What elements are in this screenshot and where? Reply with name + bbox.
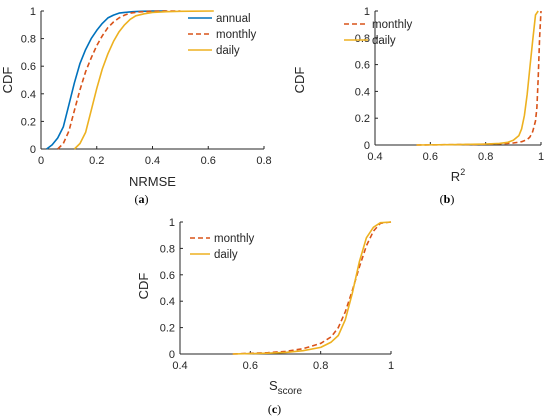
legend: annual monthly daily (188, 13, 257, 57)
y-axis-label: CDF (0, 67, 15, 94)
x-tick-label: 0.8 (478, 151, 493, 163)
y-axis-label: CDF (136, 273, 151, 300)
y-tick-label: 0.6 (21, 61, 36, 73)
series-line-monthly (57, 10, 181, 150)
y-tick-label: 0 (364, 140, 370, 152)
x-tick-label: 0.6 (423, 151, 438, 163)
x-tick-label: 0 (38, 155, 44, 167)
x-tick-label: 0.6 (243, 360, 258, 372)
y-tick-label: 1 (364, 6, 370, 18)
y-tick-label: 1 (30, 6, 36, 18)
panel-caption: (a) (135, 192, 149, 206)
x-tick-label: 0.8 (313, 360, 328, 372)
x-tick-label: 1 (538, 151, 544, 163)
series-line-monthly (416, 10, 542, 146)
x-tick-label: 0.6 (201, 155, 216, 167)
x-axis-label: Sscore (269, 378, 303, 397)
panel-c: 0.4 0.6 0.8 1 0 0.2 0.4 0.6 0.8 1 CDF Sscore (c) mont… (136, 217, 394, 416)
x-axis-label: NRMSE (129, 174, 176, 189)
x-tick-label: 0.2 (89, 155, 104, 167)
panel-b: 0.4 0.6 0.8 1 0 0.2 0.4 0.6 0.8 1 CDF R2 (b) monthly d… (292, 6, 544, 206)
y-axis-label: CDF (292, 67, 307, 94)
x-tick-label: 0.4 (367, 151, 382, 163)
legend-label: daily (216, 45, 240, 57)
legend-label: monthly (214, 233, 255, 245)
series-line-daily (73, 10, 214, 150)
series-line-annual (46, 10, 167, 150)
x-axis-label: R2 (451, 167, 465, 184)
y-tick-label: 0.8 (21, 34, 36, 46)
panel-caption: (c) (268, 402, 281, 416)
legend: monthly daily (190, 233, 255, 261)
legend-label: annual (216, 13, 251, 25)
y-tick-label: 0.2 (160, 323, 175, 335)
y-tick-label: 0.4 (160, 296, 175, 308)
x-tick-label: 0.8 (256, 155, 271, 167)
y-tick-label: 0.8 (160, 243, 175, 255)
y-tick-label: 0.2 (355, 113, 370, 125)
x-tick-label: 0.4 (172, 360, 187, 372)
legend-label: monthly (372, 19, 413, 31)
legend-label: monthly (216, 29, 257, 41)
series-line-daily (416, 10, 539, 146)
series-line-monthly (232, 221, 392, 355)
y-tick-label: 0.4 (355, 86, 370, 98)
legend-label: daily (372, 35, 396, 47)
y-tick-label: 0 (169, 349, 175, 361)
y-tick-label: 0.8 (355, 33, 370, 45)
x-tick-label: 0.4 (145, 155, 160, 167)
y-tick-label: 0 (30, 144, 36, 156)
panel-caption: (b) (440, 192, 455, 206)
y-tick-label: 1 (169, 217, 175, 229)
y-tick-label: 0.4 (21, 89, 36, 101)
y-tick-label: 0.6 (355, 60, 370, 72)
legend-label: daily (214, 249, 238, 261)
x-tick-label: 1 (388, 360, 394, 372)
series-line-daily (232, 221, 392, 355)
legend: monthly daily (344, 19, 413, 47)
panel-a: 0 0.2 0.4 0.6 0.8 0 0.2 0.4 0.6 0.8 1 CDF NRMSE (a) an… (0, 6, 272, 206)
y-tick-label: 0.6 (160, 270, 175, 282)
y-tick-label: 0.2 (21, 116, 36, 128)
